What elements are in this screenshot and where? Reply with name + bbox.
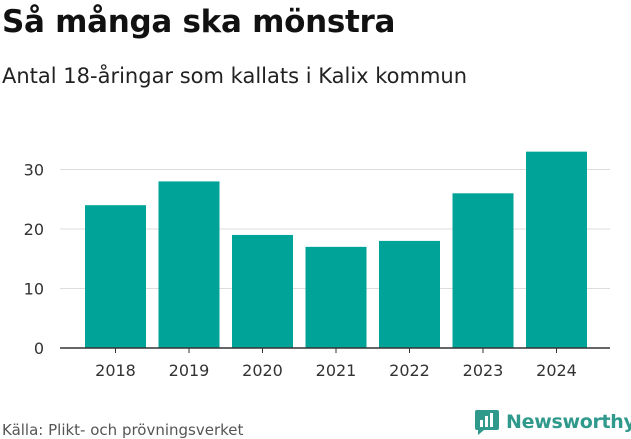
bar-chart: 0 10 20 30 2018 2019 2020 2021 2022 2023 2024 bbox=[24, 151, 610, 380]
x-tick-label: 2018 bbox=[95, 361, 136, 380]
x-tick-label: 2023 bbox=[463, 361, 504, 380]
x-tick-label: 2022 bbox=[389, 361, 430, 380]
chart-title: Så många ska mönstra bbox=[2, 4, 396, 40]
x-tick-label: 2019 bbox=[169, 361, 210, 380]
x-tick-label: 2024 bbox=[536, 361, 577, 380]
newsworthy-logo: Newsworthy bbox=[474, 408, 631, 436]
bar-2024 bbox=[526, 151, 587, 348]
newsworthy-logo-icon bbox=[475, 410, 499, 435]
y-tick-label: 30 bbox=[24, 161, 44, 180]
y-tick-label: 20 bbox=[24, 220, 44, 239]
bar-2018 bbox=[85, 205, 146, 348]
logo-text: Newsworthy bbox=[506, 411, 631, 433]
y-tick-label: 10 bbox=[24, 280, 44, 299]
x-tick-label: 2020 bbox=[242, 361, 283, 380]
bar-2020 bbox=[232, 234, 293, 348]
bar-2021 bbox=[305, 246, 367, 348]
y-tick-label: 0 bbox=[34, 339, 44, 358]
bar-2022 bbox=[379, 240, 440, 348]
chart-subtitle: Antal 18-åringar som kallats i Kalix kom… bbox=[2, 64, 468, 88]
bar-2023 bbox=[452, 193, 514, 348]
bar-2019 bbox=[158, 181, 220, 348]
x-tick-label: 2021 bbox=[316, 361, 357, 380]
source-note: Källa: Plikt- och prövningsverket bbox=[2, 421, 244, 439]
